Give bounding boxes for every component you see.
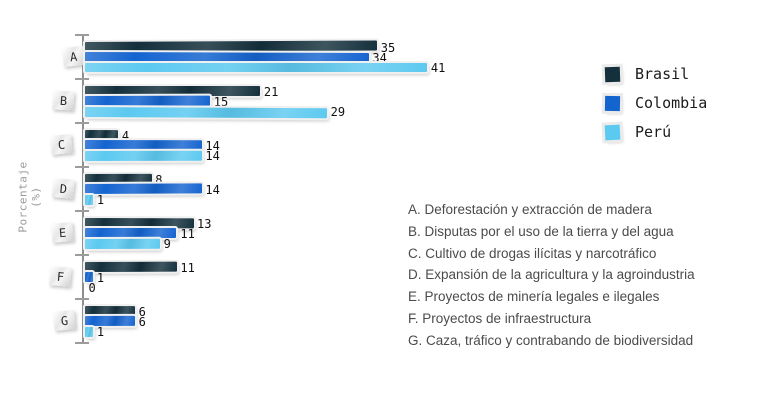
axis-tick [75, 298, 89, 300]
bar-value-label: 15 [213, 94, 229, 109]
axis-tick [75, 166, 89, 168]
bar-brasil-E [84, 218, 194, 228]
category-key: A. Deforestación y extracción de madera B… [408, 202, 695, 355]
category-chip-A: A [61, 45, 85, 67]
bar-perú-E [84, 238, 160, 249]
legend-swatch [604, 124, 621, 140]
bar-value-label: 6 [138, 304, 146, 319]
bar-value-label: 1 [96, 270, 105, 285]
bar-value-label: 1 [96, 325, 105, 340]
category-key-item: G. Caza, tráfico y contrabando de biodiv… [408, 332, 694, 348]
category-chip-D: D [51, 177, 75, 199]
y-axis-line [82, 34, 84, 343]
bar-perú-G [84, 326, 93, 337]
bar-value-label: 11 [180, 260, 195, 275]
bar-value-label: 34 [372, 50, 387, 65]
bar-value-label: 8 [155, 172, 163, 187]
bar-value-label: 6 [138, 314, 146, 329]
bar-value-label: 14 [205, 138, 220, 153]
bar-value-label: 14 [205, 149, 220, 164]
category-chip-B: B [51, 89, 75, 111]
bar-value-label: 9 [163, 237, 171, 252]
bar-value-label: 4 [121, 128, 130, 143]
legend-label: Colombia [635, 94, 708, 112]
legend-item-colombia: Colombia [602, 93, 707, 113]
category-chip-G: G [52, 309, 76, 331]
category-chip-C: C [49, 133, 73, 155]
axis-tick [75, 122, 89, 124]
bar-brasil-A [84, 40, 377, 52]
bar-value-label: 0 [88, 281, 96, 296]
axis-tick [75, 34, 89, 36]
bar-brasil-D [84, 173, 152, 184]
category-chip-F: F [48, 265, 72, 287]
bar-brasil-G [84, 306, 135, 316]
legend-swatch [604, 95, 621, 111]
category-key-item: B. Disputas por el uso de la tierra y de… [408, 223, 674, 239]
bar-colombia-A [84, 52, 369, 63]
legend: Brasil Colombia Perú [602, 64, 707, 142]
bar-value-label: 21 [263, 84, 279, 99]
legend-item-perú: Perú [602, 122, 707, 142]
bar-colombia-B [84, 95, 210, 106]
bar-perú-D [84, 194, 93, 205]
bar-colombia-E [84, 228, 177, 238]
y-axis-label: Porcentaje (%) [16, 161, 43, 233]
bar-colombia-G [84, 316, 135, 326]
bar-value-label: 29 [330, 105, 346, 120]
category-key-item: E. Proyectos de minería legales e ilegal… [408, 289, 660, 305]
category-key-item: D. Expansión de la agricultura y la agro… [408, 267, 695, 283]
bar-value-label: 13 [197, 216, 212, 231]
legend-swatch [604, 66, 621, 82]
bar-colombia-C [84, 140, 202, 151]
axis-tick [75, 210, 89, 212]
bar-value-label: 14 [205, 182, 220, 197]
bar-perú-B [84, 106, 327, 118]
category-key-item: C. Cultivo de drogas ilícitas y narcotrá… [408, 245, 657, 261]
legend-label: Perú [635, 123, 672, 141]
category-key-item: F. Proyectos de infraestructura [408, 310, 592, 326]
bar-perú-A [84, 62, 428, 73]
bar-value-label: 35 [380, 40, 396, 55]
bar-perú-C [84, 150, 202, 161]
legend-item-brasil: Brasil [602, 64, 707, 84]
bar-value-label: 11 [180, 226, 195, 241]
bar-value-label: 1 [96, 193, 105, 208]
axis-tick [75, 78, 89, 80]
category-chip-E: E [50, 221, 74, 243]
legend-label: Brasil [635, 65, 690, 83]
bar-brasil-C [84, 130, 118, 140]
axis-tick [75, 254, 89, 256]
category-key-item: A. Deforestación y extracción de madera [408, 202, 652, 217]
axis-tick [75, 342, 89, 344]
bar-value-label: 41 [430, 61, 446, 76]
bar-brasil-B [84, 86, 261, 96]
